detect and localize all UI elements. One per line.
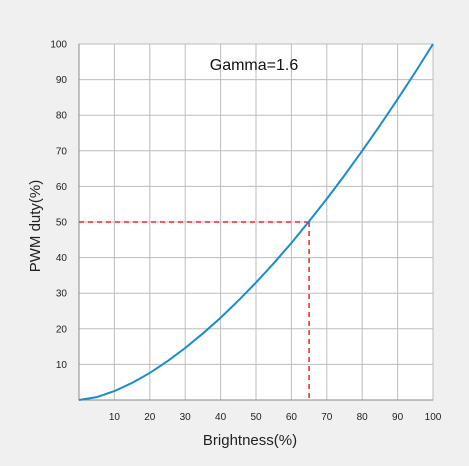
y-tick-label: 80 <box>56 111 68 122</box>
x-tick-label: 80 <box>357 412 369 423</box>
x-axis-label: Brightness(%) <box>203 432 297 449</box>
y-tick-label: 10 <box>56 360 68 371</box>
y-tick-label: 50 <box>56 218 68 229</box>
y-tick-label: 30 <box>56 289 68 300</box>
gamma-curve <box>78 43 434 401</box>
gamma-annotation: Gamma=1.6 <box>210 57 299 74</box>
x-tick-label: 40 <box>215 412 227 423</box>
y-axis-label: PWM duty(%) <box>27 180 44 273</box>
y-tick-labels: 10 20 30 40 50 60 70 80 90 100 <box>50 40 67 371</box>
reference-guides <box>79 221 310 400</box>
x-tick-label: 20 <box>144 412 156 423</box>
x-tick-label: 70 <box>321 412 333 423</box>
y-tick-label: 100 <box>50 40 67 51</box>
x-tick-label: 60 <box>286 412 298 423</box>
y-tick-label: 40 <box>56 253 68 264</box>
x-tick-label: 100 <box>425 412 442 423</box>
y-tick-label: 70 <box>56 146 68 157</box>
grid-lines <box>78 43 434 401</box>
y-tick-label: 90 <box>56 75 68 86</box>
x-tick-label: 30 <box>180 412 192 423</box>
y-tick-label: 20 <box>56 324 68 335</box>
x-tick-label: 10 <box>109 412 121 423</box>
x-tick-label: 50 <box>250 412 262 423</box>
y-tick-label: 60 <box>56 182 68 193</box>
x-tick-labels: 10 20 30 40 50 60 70 80 90 100 <box>109 412 442 423</box>
x-tick-label: 90 <box>392 412 404 423</box>
